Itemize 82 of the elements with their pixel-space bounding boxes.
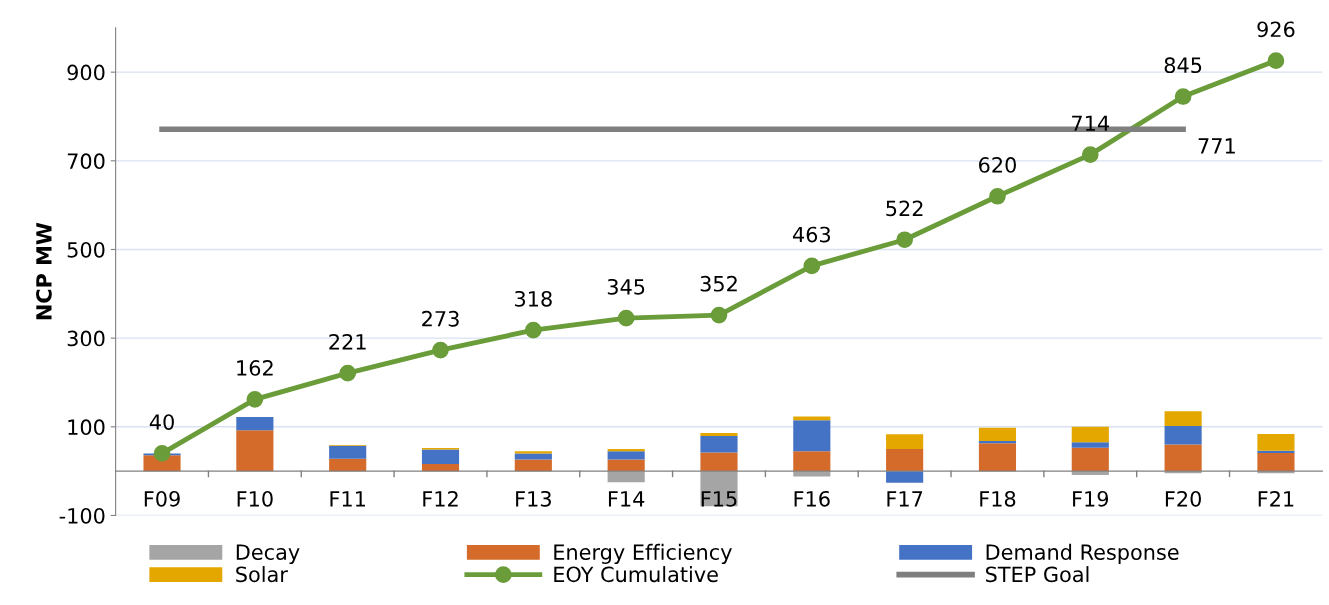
x-tick-label: F19 [1073, 490, 1109, 507]
bar [607, 471, 645, 483]
bar [886, 471, 924, 483]
x-tick-label: F15 [701, 491, 737, 507]
data-label: 714 [1072, 115, 1109, 131]
point [1174, 88, 1192, 105]
point [896, 231, 913, 249]
y-tick-label: 900 [67, 64, 105, 81]
bar [978, 443, 1017, 472]
bar [886, 448, 924, 472]
x-tick-label: F12 [423, 490, 458, 507]
bar [514, 453, 552, 460]
data-label: 40 [149, 414, 174, 430]
legend-label: STEP Goal [985, 566, 1089, 583]
point [803, 257, 821, 275]
legend-label: EOY Cumulative [554, 566, 718, 583]
bar [978, 427, 1017, 441]
bar [1257, 452, 1295, 472]
bar [607, 448, 645, 452]
bar [700, 433, 738, 437]
x-tick-label: F17 [887, 491, 923, 507]
bar [1257, 433, 1295, 451]
x-tick-label: F14 [608, 491, 645, 507]
point [246, 390, 264, 408]
data-label: 352 [700, 275, 737, 292]
x-tick-label: F16 [794, 490, 830, 507]
point [432, 341, 449, 359]
bar [886, 434, 924, 449]
bar [1071, 447, 1109, 472]
bar [700, 436, 738, 453]
data-label: 318 [515, 290, 552, 307]
y-axis-title: NCP MW [36, 222, 52, 320]
y-tick-label: -100 [59, 507, 105, 524]
bar [700, 452, 738, 472]
bar [1164, 411, 1202, 426]
bar [793, 451, 831, 472]
point [617, 309, 635, 327]
point [339, 364, 357, 382]
legend-label: Decay [236, 544, 300, 564]
y-tick-label: 300 [67, 330, 105, 347]
point [1267, 52, 1285, 69]
point [989, 187, 1006, 205]
data-label: 926 [1257, 21, 1295, 38]
bar [1071, 426, 1109, 443]
bar [793, 420, 831, 452]
point [1081, 146, 1099, 163]
x-tick-label: F20 [1165, 490, 1201, 507]
data-label: 771 [1198, 138, 1235, 154]
x-tick-label: F21 [1258, 490, 1294, 507]
data-label: 845 [1164, 57, 1202, 74]
bar [236, 430, 274, 472]
x-tick-label: F10 [237, 490, 273, 507]
data-label: 345 [607, 278, 645, 295]
x-tick-label: F13 [516, 490, 551, 507]
x-tick-label: F09 [144, 490, 180, 507]
point [710, 306, 728, 324]
bar [1257, 450, 1295, 453]
y-tick-label: 700 [67, 153, 105, 170]
bar [329, 445, 367, 459]
data-label: 620 [979, 157, 1016, 173]
bar [236, 417, 274, 431]
bar [978, 440, 1017, 444]
y-tick-label: 500 [67, 241, 105, 258]
data-label: 162 [237, 360, 273, 376]
legend-label: Energy Efficiency [554, 543, 732, 564]
x-tick-label: F18 [980, 490, 1016, 507]
legend-label: Demand Response [986, 543, 1179, 564]
point [153, 445, 171, 462]
data-label: 221 [329, 333, 366, 350]
bar [514, 451, 552, 454]
bar [1164, 425, 1202, 445]
legend-label: Solar [236, 566, 288, 583]
bar [607, 451, 645, 460]
data-label: 463 [792, 226, 831, 243]
bar [421, 449, 460, 465]
data-label: 522 [886, 200, 923, 217]
point [525, 321, 542, 339]
bar [1071, 442, 1109, 448]
data-label: 273 [422, 310, 459, 327]
x-tick-label: F11 [330, 491, 366, 507]
y-tick-label: 100 [68, 419, 105, 436]
bar [1164, 444, 1202, 472]
